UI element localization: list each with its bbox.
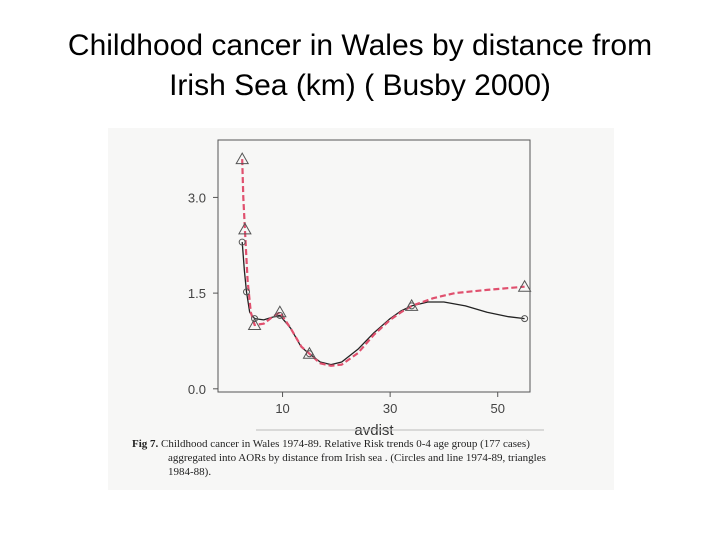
slide-title-line-1: Childhood cancer in Wales by distance fr… bbox=[67, 29, 653, 62]
triangle-marker bbox=[302, 346, 317, 359]
caption-line-2: aggregated into AORs by distance from Ir… bbox=[168, 452, 546, 464]
y-tick-label: 1.5 bbox=[188, 286, 206, 301]
x-tick-label: 30 bbox=[383, 401, 397, 416]
triangle-marker bbox=[247, 318, 262, 331]
plot-frame bbox=[217, 139, 531, 393]
triangle-marker bbox=[238, 222, 252, 235]
figure-scan: 0.0 1.5 3.0 10 30 50 avdist bbox=[108, 128, 614, 490]
caption-lead: Fig 7. bbox=[132, 438, 159, 450]
circle-marker bbox=[243, 288, 251, 296]
circle-marker bbox=[521, 315, 529, 323]
triangle-marker bbox=[517, 279, 532, 292]
y-tick-label: 3.0 bbox=[188, 190, 206, 205]
caption-line-1: Childhood cancer in Wales 1974-89. Relat… bbox=[161, 438, 530, 450]
x-tick-label: 10 bbox=[275, 401, 289, 416]
triangle-marker bbox=[404, 298, 419, 311]
figure-caption: Fig 7. Childhood cancer in Wales 1974-89… bbox=[132, 437, 602, 479]
slide-title-line-2: Irish Sea (km) ( Busby 2000) bbox=[169, 69, 551, 102]
circle-marker bbox=[238, 238, 246, 246]
series-line-1 bbox=[241, 242, 525, 366]
series-line-2 bbox=[241, 159, 525, 367]
y-tick-label: 0.0 bbox=[188, 382, 206, 397]
x-tick-label: 50 bbox=[490, 401, 504, 416]
caption-line-3: 1984-88). bbox=[168, 466, 212, 478]
circle-marker bbox=[251, 315, 259, 323]
triangle-marker bbox=[273, 305, 287, 318]
triangle-marker bbox=[235, 152, 250, 165]
circle-marker bbox=[276, 311, 284, 319]
slide-title: Childhood cancer in Wales by distance fr… bbox=[0, 26, 720, 106]
